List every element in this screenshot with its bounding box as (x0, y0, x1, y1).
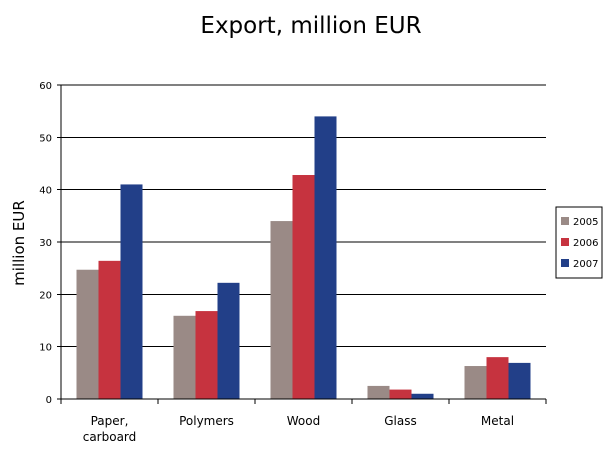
y-tick-label: 40 (39, 186, 52, 197)
legend: 2005 2006 2007 (555, 206, 603, 279)
bar-2005-1 (173, 315, 196, 399)
bar-2007-1 (217, 282, 240, 399)
legend-swatch-2006 (561, 238, 569, 246)
bar-2005-4 (464, 366, 487, 399)
legend-label-2006: 2006 (573, 238, 598, 249)
bar-2007-0 (120, 184, 143, 399)
y-tick-label: 20 (39, 290, 52, 301)
y-tick-label: 50 (39, 133, 52, 144)
legend-swatch-2005 (561, 217, 569, 225)
bar-2007-2 (314, 116, 337, 400)
bar-series-group (76, 116, 531, 400)
x-tick-label: Polymers (179, 414, 234, 428)
bar-2005-0 (76, 269, 99, 399)
legend-label-2007: 2007 (573, 259, 598, 270)
bar-2006-4 (486, 357, 509, 399)
bar-2005-3 (367, 385, 390, 399)
bar-2006-3 (389, 389, 412, 399)
x-tick-label: Glass (384, 414, 417, 428)
x-tick-label: Metal (481, 414, 514, 428)
y-tick-label: 30 (39, 238, 52, 249)
x-tick-label: carboard (83, 430, 137, 444)
y-tick-label: 0 (46, 395, 52, 406)
tick-labels: 0 10 20 30 40 50 60 Paper, carboard Polymers Wood G… (39, 81, 514, 444)
x-tick-label: Wood (287, 414, 320, 428)
bar-2005-2 (270, 221, 293, 399)
bar-2006-2 (292, 175, 315, 399)
bar-2007-4 (508, 362, 531, 399)
bar-2007-3 (411, 393, 434, 399)
axes (57, 84, 547, 404)
x-tick-label: Paper, (91, 414, 129, 428)
y-tick-label: 10 (39, 343, 52, 354)
bar-2006-0 (98, 260, 121, 399)
bar-2006-1 (195, 311, 218, 399)
legend-swatch-2007 (561, 259, 569, 267)
legend-label-2005: 2005 (573, 217, 598, 228)
y-axis-label: million EUR (10, 200, 28, 286)
chart-title: Export, million EUR (200, 13, 421, 39)
y-tick-label: 60 (39, 81, 52, 92)
